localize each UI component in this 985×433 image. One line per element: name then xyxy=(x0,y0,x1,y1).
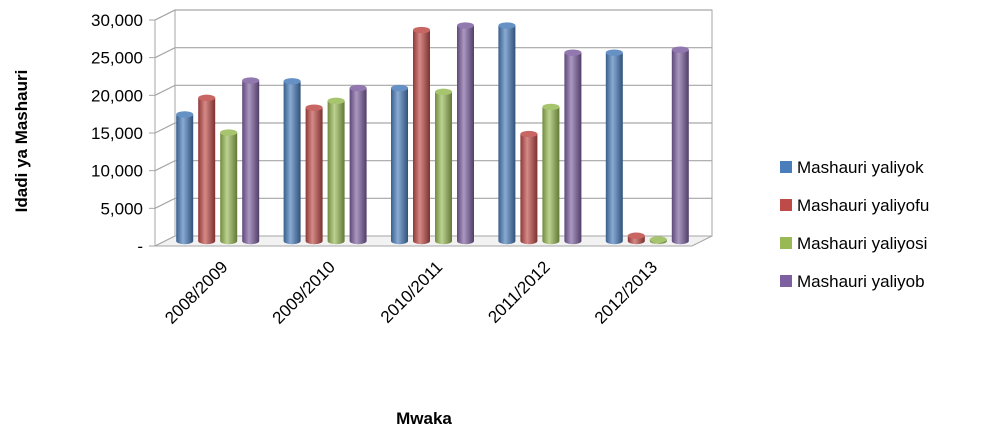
y-tick-label: 25,000 xyxy=(91,49,143,68)
bars xyxy=(176,22,689,245)
y-tick-label: 30,000 xyxy=(91,11,143,30)
bar xyxy=(305,104,323,245)
y-tick-label: - xyxy=(137,237,143,256)
legend-swatch xyxy=(780,275,792,287)
x-tick-label: 2010/2011 xyxy=(377,257,446,326)
bar xyxy=(413,26,430,245)
bar xyxy=(435,88,452,245)
bar xyxy=(176,111,194,245)
bar xyxy=(283,78,301,245)
legend-swatch xyxy=(780,199,792,211)
legend-swatch xyxy=(780,237,792,249)
bar xyxy=(649,236,667,245)
legend-item: Mashauri yaliyosi xyxy=(780,234,927,253)
bar xyxy=(391,84,408,245)
bar xyxy=(457,22,474,245)
legend-label: Mashauri yaliyofu xyxy=(797,196,929,215)
y-tick-label: 20,000 xyxy=(91,86,143,105)
gridline xyxy=(154,84,712,96)
y-axis-ticks: - 5,000 10,000 15,000 20,000 25,000 30,000 xyxy=(91,11,143,256)
y-axis-title: Idadi ya Mashauri xyxy=(12,70,31,213)
legend-label: Mashauri yaliyosi xyxy=(797,234,927,253)
gridline xyxy=(154,47,712,59)
x-tick-label: 2008/2009 xyxy=(161,257,231,327)
legend-label: Mashauri yaliyob xyxy=(797,272,925,291)
gridline xyxy=(154,9,712,21)
x-tick-label: 2012/2013 xyxy=(591,257,661,327)
bar xyxy=(498,22,516,245)
y-tick-label: 15,000 xyxy=(91,124,143,143)
x-axis-title: Mwaka xyxy=(396,409,452,428)
bar xyxy=(542,103,560,245)
bar xyxy=(671,46,689,245)
bar xyxy=(198,94,216,245)
bar xyxy=(242,77,260,245)
bar xyxy=(327,97,345,245)
chart-plot-area xyxy=(154,9,713,247)
legend-label: Mashauri yaliyok xyxy=(797,158,924,177)
legend-item: Mashauri yaliyok xyxy=(780,158,924,177)
y-tick-label: 5,000 xyxy=(100,199,143,218)
legend-item: Mashauri yaliyofu xyxy=(780,196,929,215)
x-tick-label: 2009/2010 xyxy=(269,257,339,327)
bar xyxy=(564,49,582,245)
bar xyxy=(520,130,538,245)
bar xyxy=(605,49,623,245)
bar xyxy=(349,84,367,245)
y-tick-label: 10,000 xyxy=(91,162,143,181)
x-axis-ticks: 2008/2009 2009/2010 2010/2011 2011/2012 2012… xyxy=(161,257,661,327)
gridline xyxy=(154,122,712,134)
legend: Mashauri yaliyok Mashauri yaliyofu Mashaur… xyxy=(780,158,929,291)
legend-swatch xyxy=(780,161,792,173)
x-tick-label: 2011/2012 xyxy=(484,257,553,326)
legend-item: Mashauri yaliyob xyxy=(780,272,925,291)
bar xyxy=(220,129,238,245)
bar xyxy=(627,232,645,245)
